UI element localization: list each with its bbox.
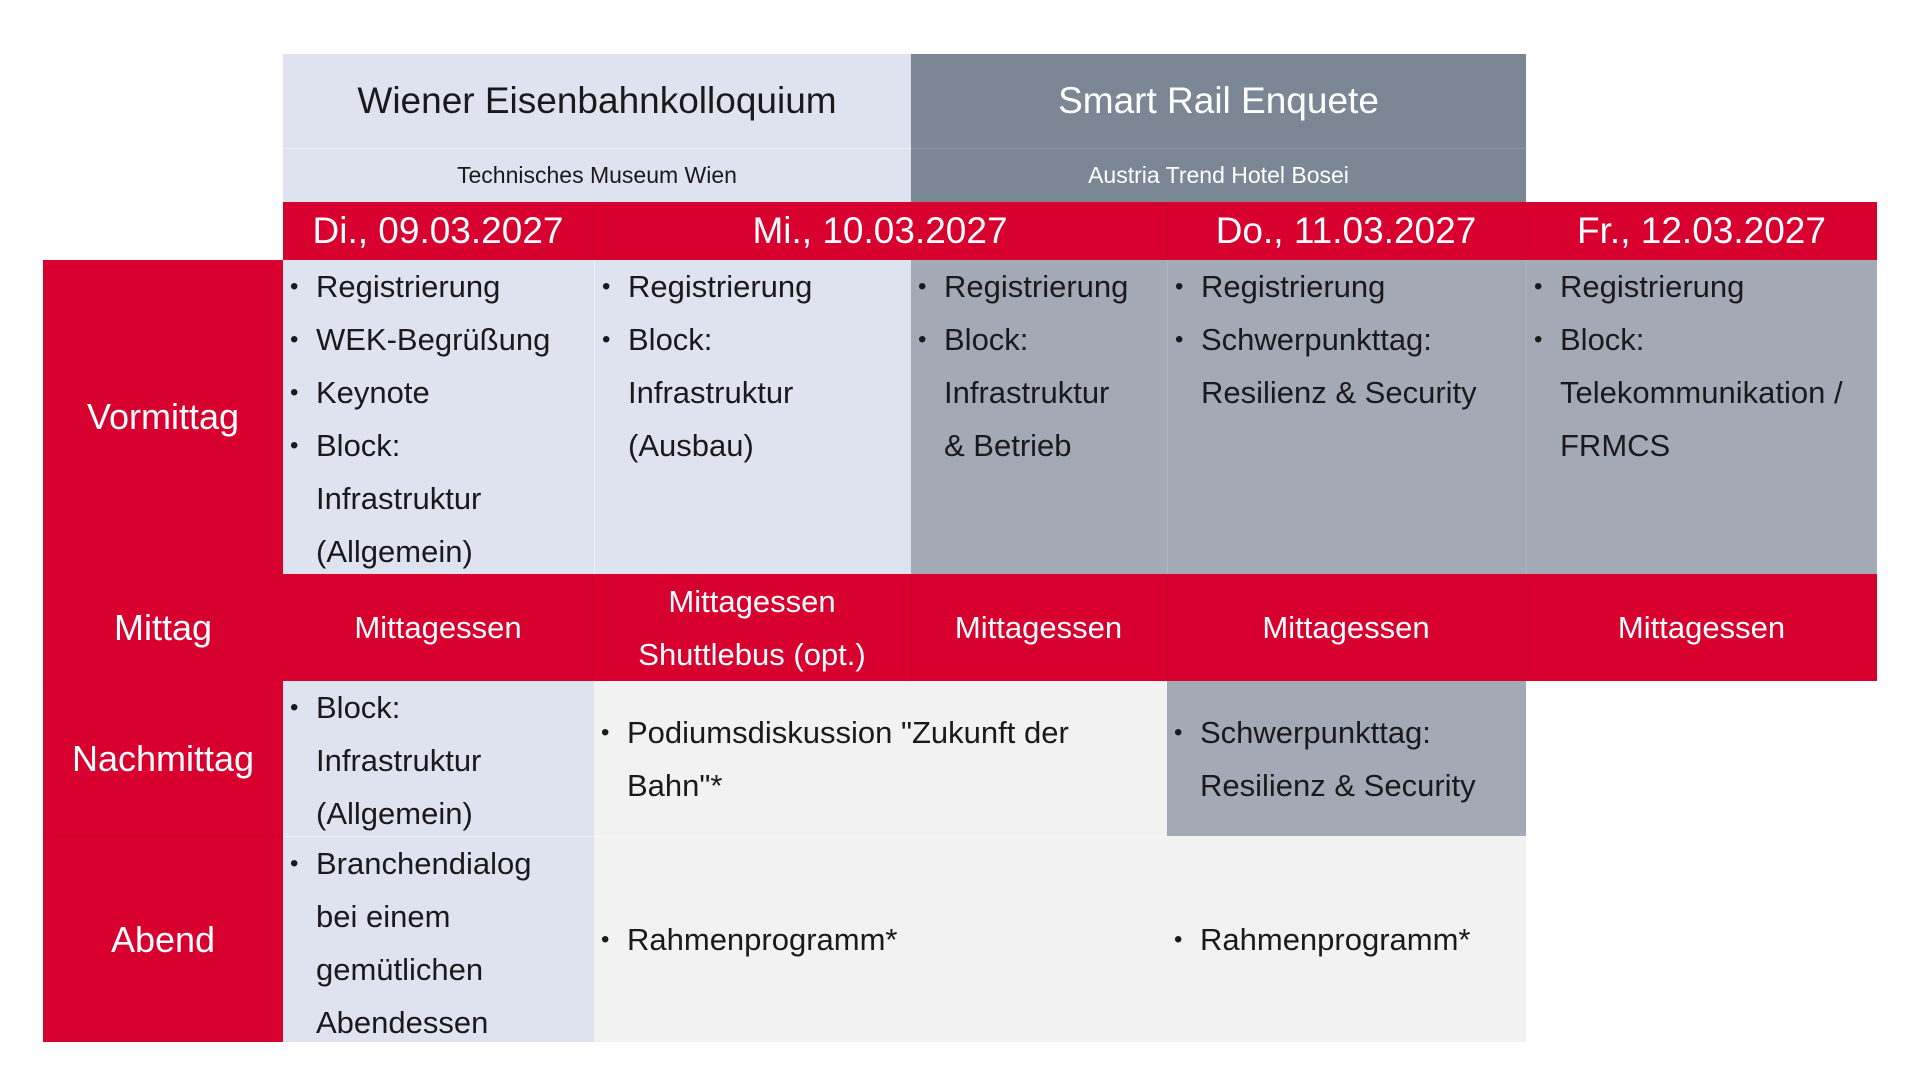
list-item: Block: Infrastruktur (Ausbau) [602, 313, 818, 472]
list-item: Block: Infrastruktur (Allgemein) [290, 419, 506, 578]
cell-nachmittag-do: Schwerpunkttag: Resilienz & Security [1167, 681, 1526, 836]
row-label-nachmittag: Nachmittag [43, 681, 283, 836]
cell-nachmittag-mi: Podiumsdiskussion "Zukunft der Bahn"* [594, 681, 1167, 836]
list-item: Keynote [290, 366, 550, 419]
list-item: Registrierung [290, 260, 550, 313]
event-title-sre: Smart Rail Enquete [911, 54, 1526, 148]
date-header-mi: Mi., 10.03.2027 [594, 202, 1167, 260]
shuttle-text: Shuttlebus (opt.) [638, 636, 866, 672]
date-header-fr: Fr., 12.03.2027 [1526, 202, 1877, 260]
cell-mittag-mi-sre: Mittagessen [911, 574, 1167, 681]
row-label-vormittag: Vormittag [43, 260, 283, 574]
cell-vormittag-do: Registrierung Schwerpunkttag: Resilienz … [1167, 260, 1526, 574]
list-item: WEK-Begrüßung [290, 313, 550, 366]
list-item: Registrierung [1534, 260, 1880, 313]
cell-mittag-fr: Mittagessen [1526, 574, 1877, 681]
schedule-table: Wiener Eisenbahnkolloquium Smart Rail En… [43, 54, 1877, 1042]
cell-vormittag-mi-sre: Registrierung Block: Infrastruktur & Bet… [911, 260, 1167, 574]
list-item: Registrierung [918, 260, 1134, 313]
list-item: Branchendialog bei einem gemütlichen Abe… [290, 837, 576, 1049]
event-title-wek: Wiener Eisenbahnkolloquium [283, 54, 911, 148]
list-item: Block: Infrastruktur (Allgemein) [290, 681, 506, 840]
list-item: Rahmenprogramm* [601, 913, 898, 966]
list-item: Block: Infrastruktur & Betrieb [918, 313, 1134, 472]
cell-abend-mi: Rahmenprogramm* [594, 836, 1167, 1042]
list-item: Rahmenprogramm* [1174, 913, 1471, 966]
cell-vormittag-di: Registrierung WEK-Begrüßung Keynote Bloc… [283, 260, 594, 574]
list-item: Schwerpunkttag: Resilienz & Security [1175, 313, 1501, 419]
cell-vormittag-fr: Registrierung Block: Telekommunikation /… [1526, 260, 1877, 574]
event-venue-wek: Technisches Museum Wien [283, 148, 911, 202]
cell-abend-do: Rahmenprogramm* [1167, 836, 1526, 1042]
list-item: Block: Telekommunikation / FRMCS [1534, 313, 1880, 472]
row-label-mittag: Mittag [43, 574, 283, 681]
cell-nachmittag-di: Block: Infrastruktur (Allgemein) [283, 681, 594, 836]
cell-vormittag-mi-wek: Registrierung Block: Infrastruktur (Ausb… [594, 260, 911, 574]
list-item: Registrierung [1175, 260, 1501, 313]
cell-mittag-do: Mittagessen [1167, 574, 1526, 681]
date-header-di: Di., 09.03.2027 [283, 202, 594, 260]
list-item: Registrierung [602, 260, 818, 313]
list-item: Podiumsdiskussion "Zukunft der Bahn"* [601, 706, 1157, 812]
date-header-do: Do., 11.03.2027 [1167, 202, 1526, 260]
cell-abend-di: Branchendialog bei einem gemütlichen Abe… [283, 836, 594, 1042]
row-label-abend: Abend [43, 836, 283, 1042]
cell-mittag-mi-wek: Mittagessen Shuttlebus (opt.) [594, 574, 911, 681]
list-item: Schwerpunkttag: Resilienz & Security [1174, 706, 1500, 812]
cell-mittag-di: Mittagessen [283, 574, 594, 681]
lunch-text: Mittagessen [668, 583, 836, 619]
event-venue-sre: Austria Trend Hotel Bosei [911, 148, 1526, 202]
